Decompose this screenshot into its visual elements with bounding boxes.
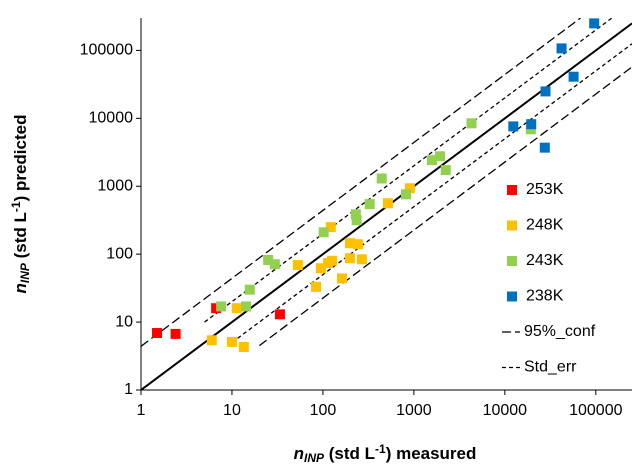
data-point [589,18,600,29]
data-point [426,155,437,166]
x-tick-label: 100 [310,402,337,419]
reference-line [231,43,632,344]
legend-label: 243K [526,252,564,269]
data-point [382,198,393,209]
data-point [404,183,415,194]
data-point [274,309,285,320]
data-point [336,273,347,284]
data-point [539,142,550,153]
data-point [508,121,519,132]
y-tick-label: 10 [115,313,133,330]
y-tick-label: 1 [124,381,133,398]
data-point [344,253,355,264]
legend-swatch [507,256,517,266]
data-point [400,189,411,200]
data-point [238,341,249,352]
data-point [568,71,579,82]
data-point [318,227,329,238]
x-tick-label: 100000 [569,402,622,419]
reference-line [141,18,581,347]
data-point [325,222,336,233]
data-point [364,199,375,210]
legend-swatch [507,185,517,195]
x-tick-label: 10 [223,402,241,419]
data-point [356,254,367,265]
legend-label: 248K [526,217,564,234]
legend-swatch [507,291,517,302]
data-point [292,260,303,271]
y-axis-label: nINP (std L-1) predicted [9,115,32,294]
data-point [350,209,361,220]
data-point [327,255,338,266]
legend-label: 238K [526,288,564,305]
data-point [170,328,181,339]
data-point [344,238,355,249]
legend-label: 253K [526,181,564,198]
data-point [263,255,274,266]
y-tick-label: 10000 [89,110,134,127]
reference-line [204,18,613,323]
data-point [526,119,537,130]
data-point [269,259,280,270]
x-tick-label: 10000 [483,402,528,419]
data-point [216,301,227,312]
y-tick-label: 100 [106,245,133,262]
data-point [315,263,326,274]
data-point [525,124,536,135]
data-point [244,284,255,295]
data-point [206,335,217,346]
data-point [556,43,567,54]
data-point [351,215,362,226]
reference-line [258,66,632,347]
data-point [231,303,242,314]
x-tick-label: 1 [137,402,146,419]
legend-swatch [507,220,517,231]
x-tick-label: 1000 [396,402,432,419]
data-point [376,173,387,184]
y-tick-label: 1000 [97,177,133,194]
legend-label: Std_err [524,359,577,376]
data-point [466,118,477,129]
data-point [440,165,451,176]
data-point [352,239,363,250]
legend-label: 95%_conf [524,323,596,340]
data-point [435,151,446,162]
data-point [226,336,237,347]
data-point [152,328,163,339]
data-point [540,86,551,97]
data-point [311,281,322,292]
y-tick-label: 100000 [80,42,133,59]
data-point [241,301,252,312]
x-axis-label: nINP (std L-1) measured [294,442,477,465]
